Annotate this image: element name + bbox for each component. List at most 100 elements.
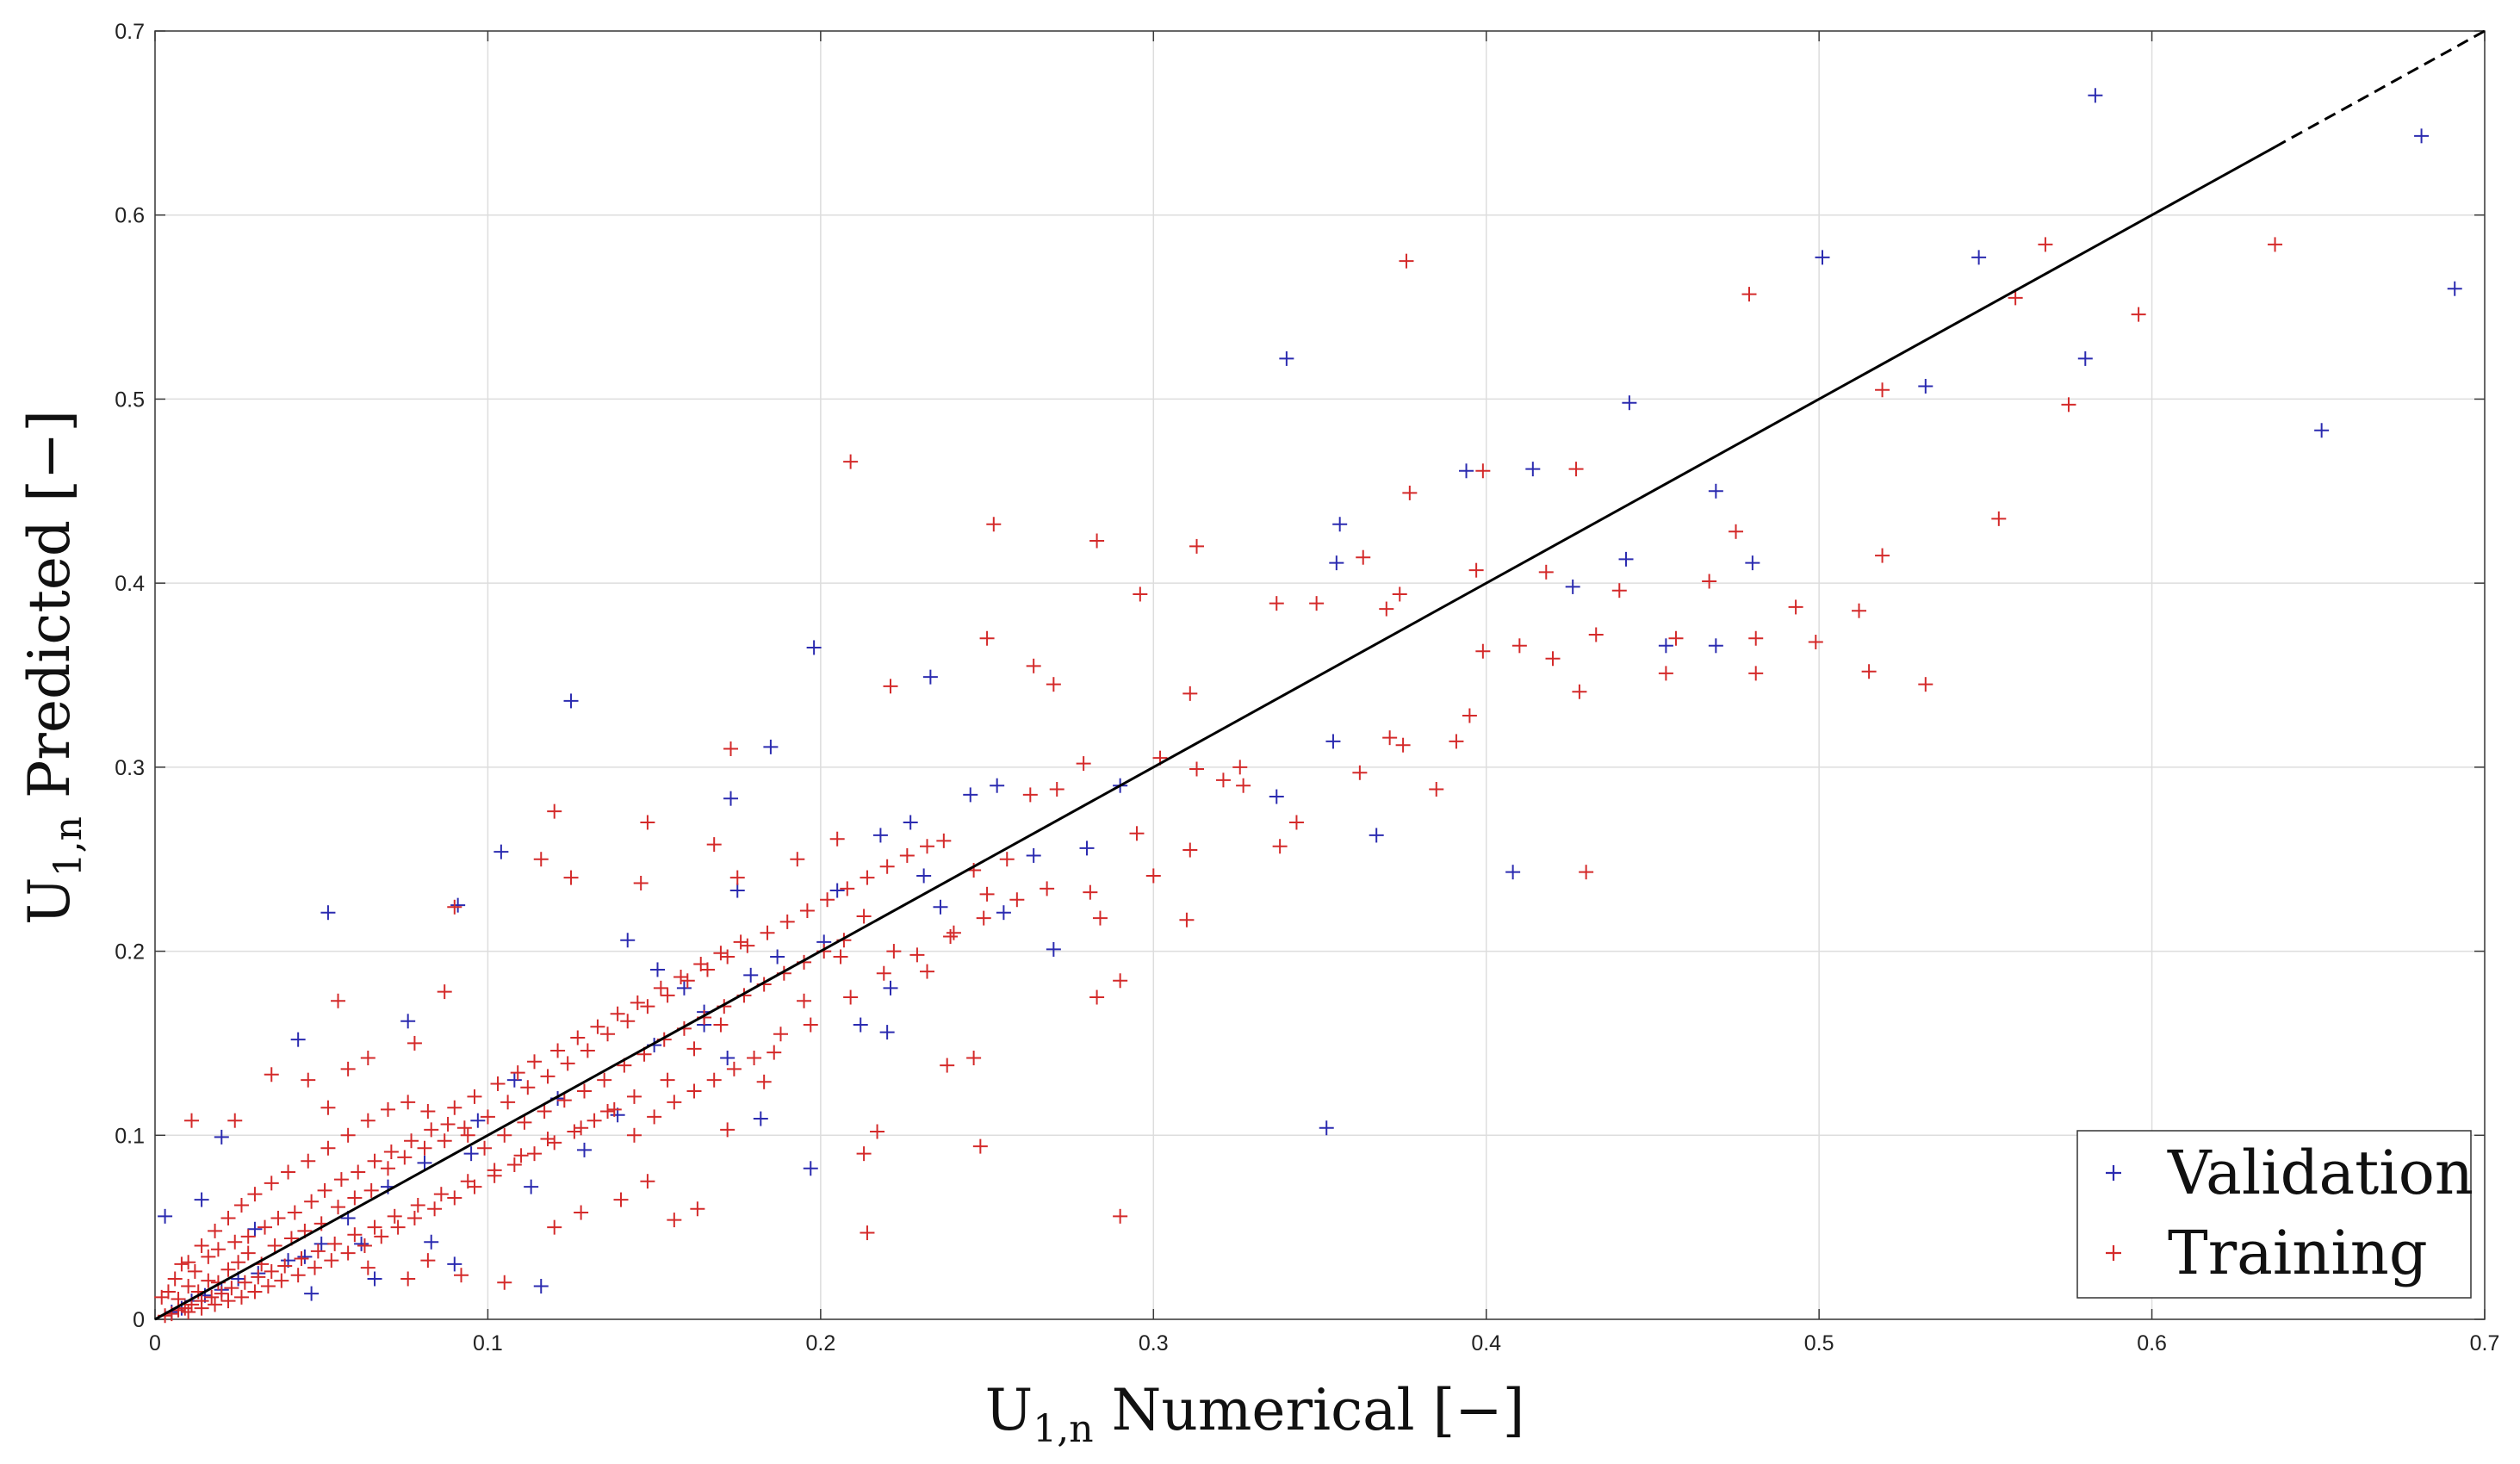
data-point [400, 1095, 416, 1110]
data-point [899, 847, 915, 863]
data-point [194, 1300, 209, 1316]
y-tick-label: 0.4 [115, 572, 145, 596]
data-point [1852, 603, 1867, 618]
data-point [1399, 253, 1414, 269]
data-point [920, 964, 935, 979]
data-point [1040, 881, 1055, 896]
data-point [2061, 397, 2076, 413]
data-point [381, 1161, 395, 1176]
data-point [1468, 562, 1484, 578]
data-point [167, 1271, 183, 1287]
data-point [667, 1213, 682, 1228]
data-point [1788, 599, 1803, 615]
data-point [1971, 250, 1987, 265]
data-point [447, 1256, 462, 1272]
data-point [626, 1127, 642, 1143]
data-point [467, 1089, 482, 1104]
data-point [187, 1263, 202, 1279]
data-point [790, 852, 805, 867]
data-point [1026, 658, 1041, 673]
axis-ticks: 0 0.1 0.2 0.3 0.4 0.5 0.6 0.7 0 0.1 0.2 0.3 0.4 0.5 0.… [115, 20, 2499, 1355]
data-point [360, 1051, 376, 1066]
data-point [1918, 677, 1933, 692]
data-point [1611, 583, 1627, 599]
x-tick-label: 0.2 [805, 1331, 835, 1355]
data-point [963, 787, 978, 803]
data-point [547, 1219, 562, 1235]
data-point [903, 815, 918, 830]
data-point [2088, 88, 2103, 103]
data-point [264, 1067, 279, 1082]
x-tick-label: 0.3 [1139, 1331, 1169, 1355]
data-point [563, 870, 579, 885]
data-point [1918, 378, 1933, 394]
data-point [404, 1133, 419, 1149]
data-point [673, 969, 689, 984]
data-point [301, 1153, 316, 1169]
data-point [1658, 666, 1673, 681]
data-point [940, 1058, 955, 1073]
data-point [1272, 839, 1288, 854]
series-training [154, 237, 2283, 1324]
data-point [1808, 635, 1823, 650]
data-point [713, 946, 729, 961]
data-point [247, 1221, 263, 1237]
data-point [580, 1043, 595, 1058]
data-point [513, 1148, 529, 1163]
data-point [397, 1150, 413, 1165]
data-point [540, 1069, 556, 1084]
data-point [247, 1284, 263, 1300]
data-point [720, 1051, 736, 1066]
data-point [1568, 462, 1584, 477]
data-point [233, 1289, 249, 1305]
data-point [274, 1273, 289, 1288]
plot-area [154, 30, 2486, 1320]
legend-training-marker [2106, 1245, 2121, 1261]
data-point [524, 1179, 539, 1194]
data-point [799, 903, 815, 919]
data-point [1545, 651, 1561, 667]
data-point [424, 1234, 439, 1250]
data-point [201, 1249, 216, 1264]
data-point [204, 1289, 220, 1305]
data-point [463, 1146, 479, 1162]
data-point [743, 967, 759, 983]
data-point [660, 1072, 675, 1088]
data-point [420, 1104, 436, 1120]
data-point [567, 1124, 582, 1139]
data-point [803, 1161, 818, 1176]
data-point [1269, 789, 1284, 804]
data-point [527, 1146, 543, 1162]
data-point [706, 1072, 722, 1088]
data-point [909, 947, 925, 963]
data-point [437, 1133, 452, 1149]
data-point [1668, 630, 1684, 646]
data-point [420, 1253, 436, 1269]
data-point [883, 980, 898, 996]
data-point [576, 1142, 592, 1157]
data-point [220, 1293, 236, 1309]
data-point [258, 1219, 273, 1235]
data-point [1189, 538, 1205, 554]
data-point [460, 1127, 475, 1143]
data-point [1325, 734, 1341, 749]
data-point [547, 803, 562, 819]
data-point [450, 897, 466, 913]
data-point [1991, 511, 2007, 526]
data-point [1279, 350, 1294, 366]
data-point [876, 965, 891, 981]
data-point [493, 844, 509, 859]
data-point [351, 1164, 366, 1180]
data-point [527, 1054, 543, 1070]
data-point [720, 949, 736, 965]
data-point [181, 1304, 196, 1319]
data-point [340, 1061, 356, 1076]
data-point [713, 1017, 729, 1033]
data-point [277, 1258, 293, 1274]
data-point [806, 640, 822, 655]
data-point [520, 1080, 536, 1095]
data-point [367, 1271, 382, 1287]
data-point [1392, 586, 1407, 602]
data-point [872, 828, 888, 843]
data-point [883, 679, 898, 694]
